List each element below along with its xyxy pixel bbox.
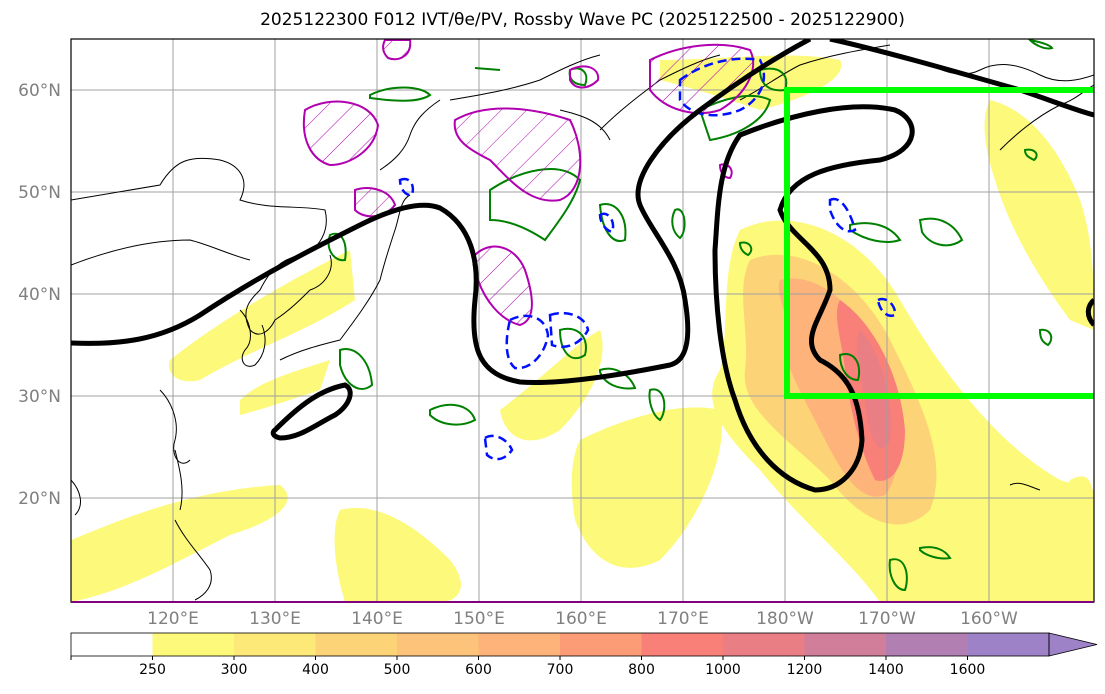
- lon-label: 170°W: [858, 609, 916, 629]
- lon-label: 150°E: [453, 609, 505, 629]
- dashed-contours: [398, 57, 897, 461]
- colorbar-segment: [560, 633, 642, 656]
- lon-label: 170°E: [657, 609, 709, 629]
- colorbar-segment: [397, 633, 479, 656]
- colorbar-tick-label: 1600: [950, 662, 986, 678]
- colorbar-tick-label: 400: [302, 662, 329, 678]
- colorbar-tick-label: 250: [139, 662, 166, 678]
- colorbar-segment: [234, 633, 316, 656]
- lon-label: 160°E: [555, 609, 607, 629]
- colorbar-segment: [967, 633, 1050, 656]
- colorbar-segment: [886, 633, 968, 656]
- highlight-box: [784, 87, 1094, 399]
- colorbar-tick-label: 300: [221, 662, 248, 678]
- lon-label: 120°E: [147, 609, 199, 629]
- colorbar-segment: [478, 633, 561, 656]
- colorbar-tick-label: 800: [628, 662, 655, 678]
- colorbar-tick-label: 500: [384, 662, 411, 678]
- longitude-labels: 120°E 130°E 140°E 150°E 160°E 170°E 180°…: [147, 609, 1018, 629]
- map-title: 2025122300 F012 IVT/θe/PV, Rossby Wave P…: [260, 10, 905, 30]
- colorbar-segment: [315, 633, 398, 656]
- colorbar-tick-label: 1400: [868, 662, 904, 678]
- lon-label: 140°E: [351, 609, 403, 629]
- lat-label: 20°N: [18, 489, 61, 509]
- colorbar-segment: [804, 633, 887, 656]
- ivt-shading: [71, 55, 1094, 602]
- lat-label: 60°N: [18, 81, 61, 101]
- colorbar-segment: [641, 633, 724, 656]
- colorbar-tick-label: 600: [465, 662, 492, 678]
- latitude-labels: 60°N 50°N 40°N 30°N 20°N: [18, 81, 61, 509]
- lon-label: 130°E: [249, 609, 301, 629]
- lon-label: 180°W: [756, 609, 814, 629]
- lon-label: 160°W: [960, 609, 1018, 629]
- colorbar-tick-label: 1200: [787, 662, 823, 678]
- lat-label: 40°N: [18, 285, 61, 305]
- colorbar-extend-arrow: [1048, 632, 1098, 657]
- lat-label: 50°N: [18, 183, 61, 203]
- rossby-wave-contours: [71, 39, 1094, 493]
- colorbar-segment: [71, 633, 153, 656]
- colorbar-segment: [723, 633, 805, 656]
- lat-label: 30°N: [18, 387, 61, 407]
- colorbar-tick-label: 700: [547, 662, 574, 678]
- colorbar-tick-label: 1000: [705, 662, 741, 678]
- pv-contours: [302, 39, 755, 327]
- colorbar: 250 300 400 500 600 700 800 1000 1200 1400 1600: [70, 632, 1098, 678]
- colorbar-segment: [152, 633, 235, 656]
